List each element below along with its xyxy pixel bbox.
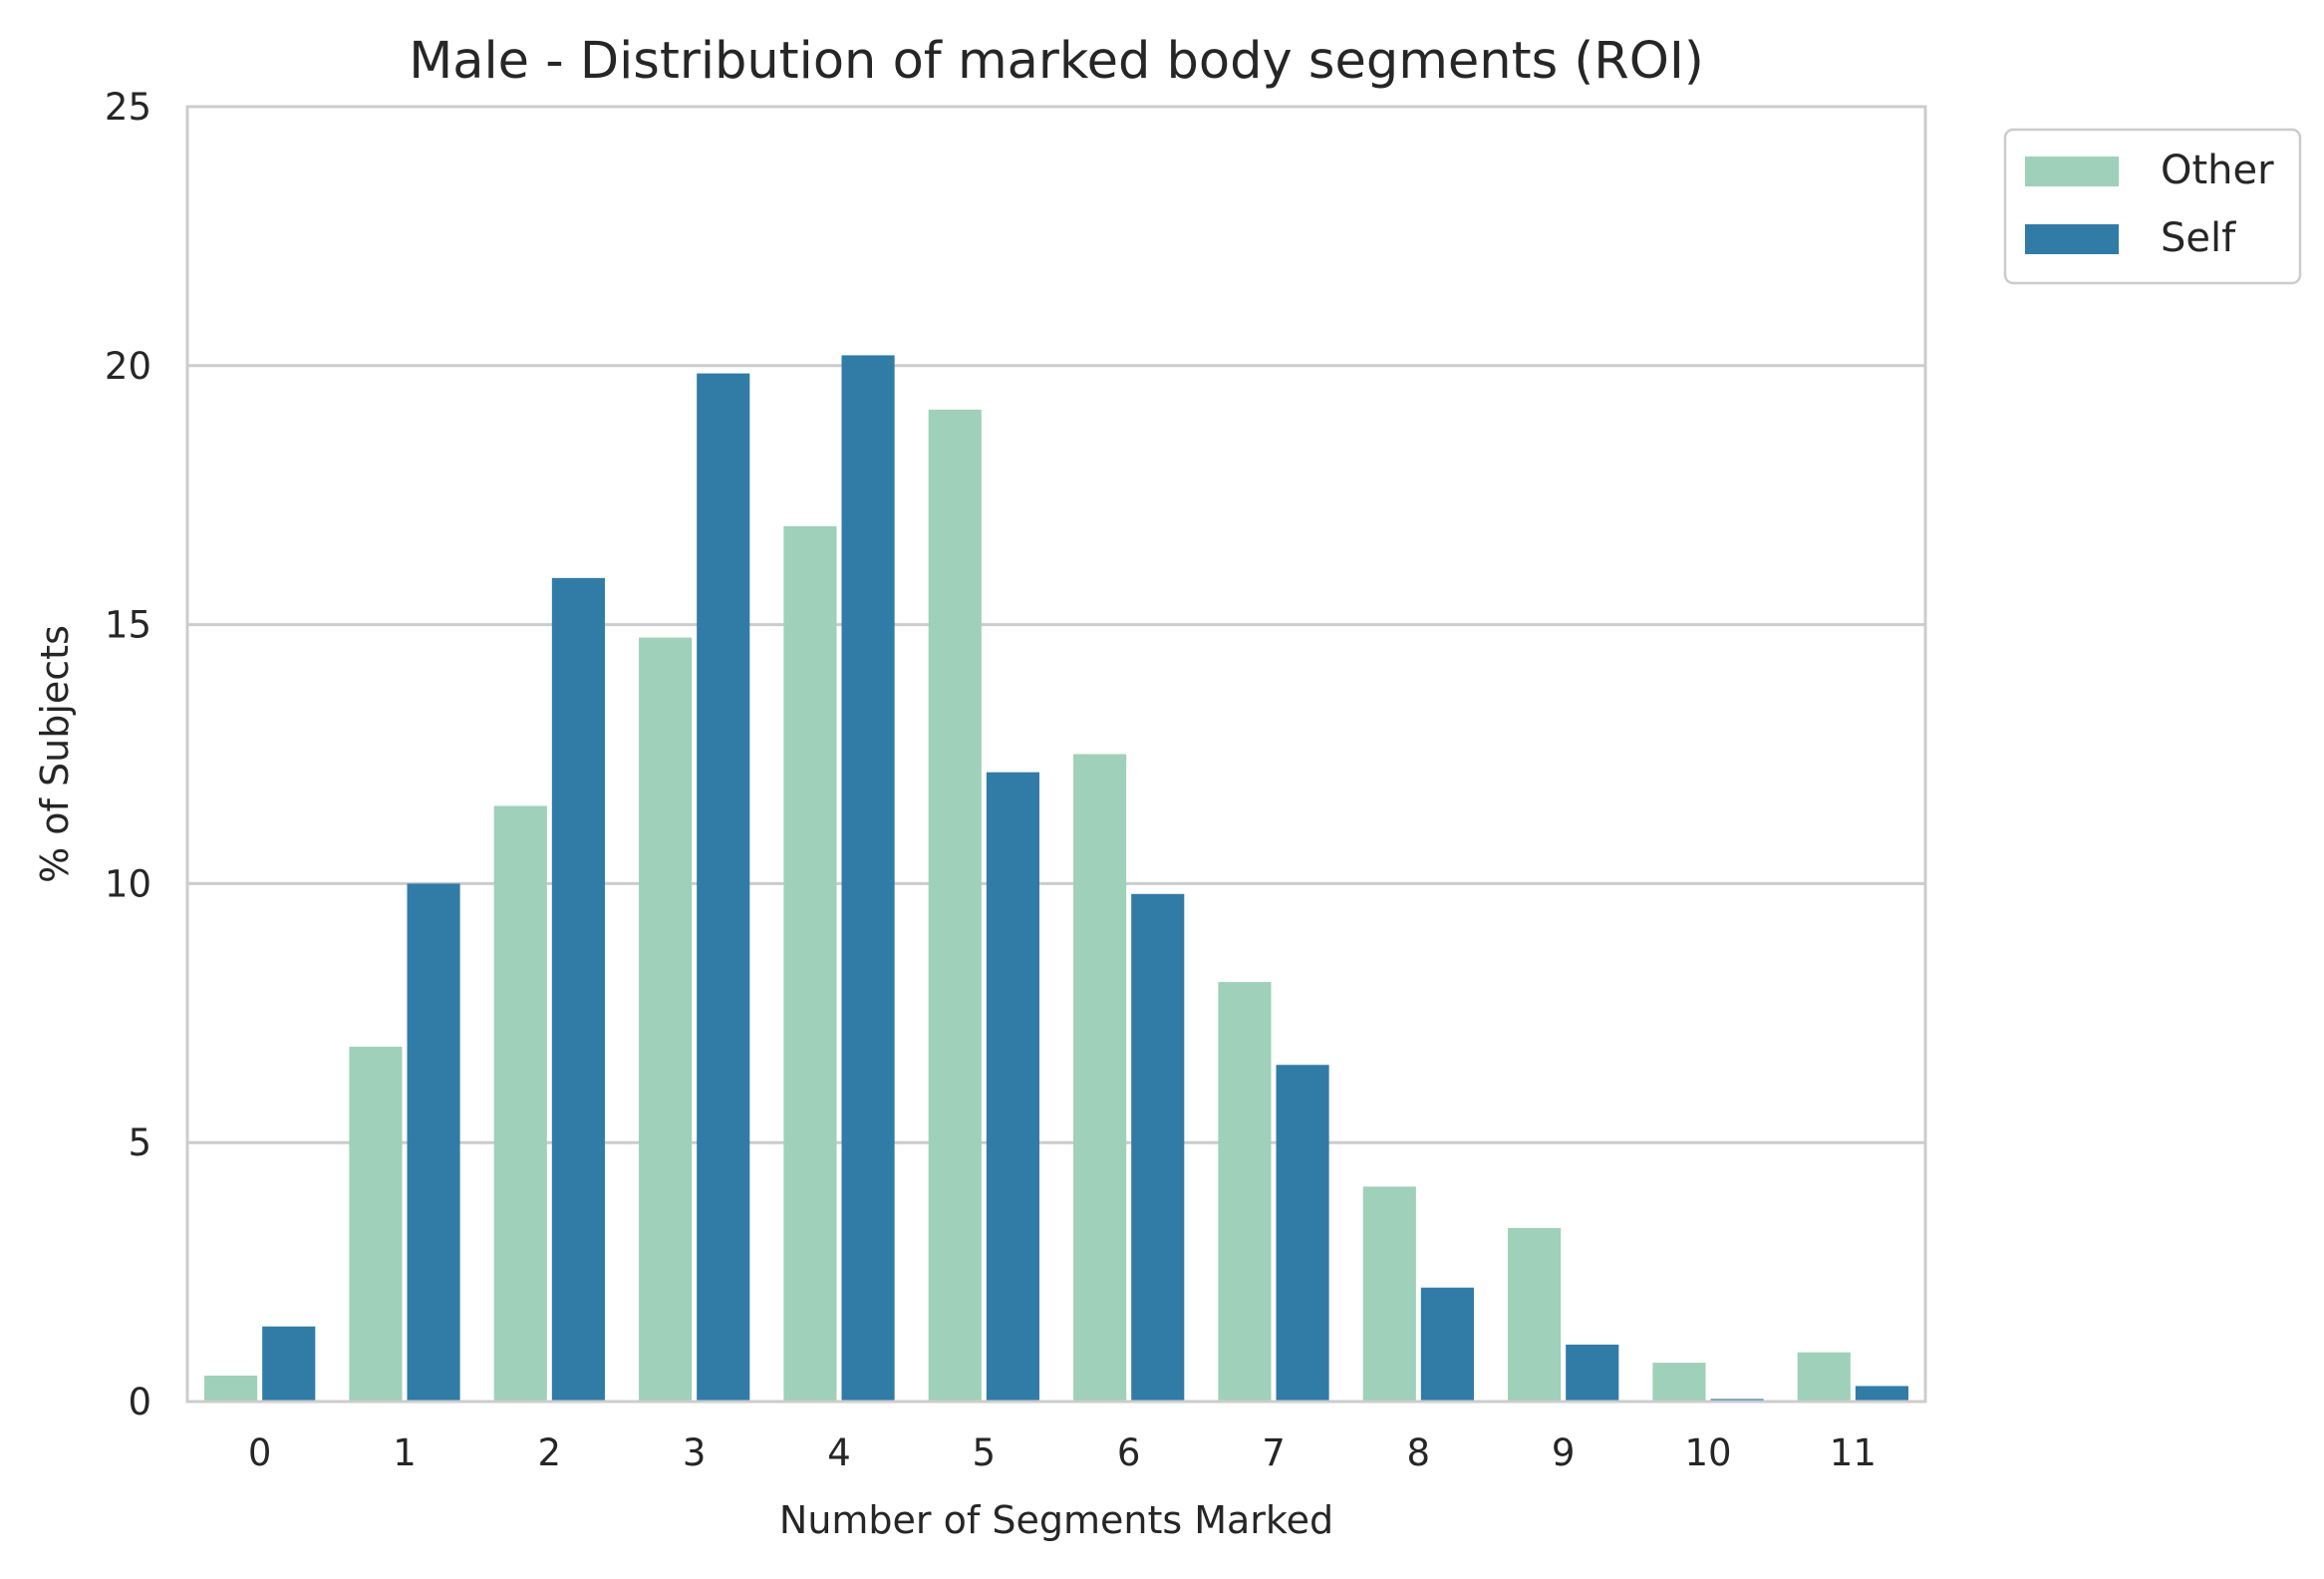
bar-other-6 (1073, 754, 1127, 1402)
x-tick-label-11: 11 (1830, 1431, 1877, 1474)
y-tick-label-0: 0 (128, 1381, 151, 1423)
bar-self-1 (407, 883, 460, 1402)
bar-self-4 (841, 355, 895, 1403)
bar-other-9 (1508, 1227, 1562, 1402)
chart-title: Male - Distribution of marked body segme… (409, 32, 1704, 91)
bar-other-5 (928, 409, 982, 1402)
bar-other-3 (639, 637, 693, 1402)
x-tick-label-1: 1 (393, 1431, 417, 1474)
bar-other-0 (204, 1376, 258, 1402)
bar-self-11 (1855, 1386, 1908, 1402)
x-tick-label-7: 7 (1262, 1431, 1286, 1474)
bar-self-8 (1420, 1287, 1474, 1402)
plot-frame (185, 105, 1927, 1404)
bar-self-3 (697, 373, 750, 1402)
bar-self-7 (1276, 1065, 1329, 1402)
legend-swatch-other (2025, 157, 2119, 186)
x-tick-label-8: 8 (1407, 1431, 1431, 1474)
bar-other-1 (349, 1047, 403, 1402)
y-axis-label: % of Subjects (33, 625, 77, 883)
legend-label-other: Other (2161, 148, 2274, 193)
x-tick-label-10: 10 (1684, 1431, 1731, 1474)
legend-label-self: Self (2161, 215, 2236, 261)
bar-self-6 (1131, 893, 1185, 1402)
bar-other-2 (493, 805, 547, 1402)
y-tick-label-10: 10 (105, 862, 151, 905)
y-tick-label-25: 25 (105, 86, 151, 129)
x-tick-labels: 0 1 2 3 4 5 6 7 8 9 10 11 (248, 1431, 1877, 1474)
x-tick-label-6: 6 (1117, 1431, 1141, 1474)
bar-other-8 (1362, 1186, 1416, 1402)
x-tick-label-5: 5 (973, 1431, 997, 1474)
x-tick-label-4: 4 (827, 1431, 851, 1474)
x-tick-label-3: 3 (683, 1431, 707, 1474)
bar-other-7 (1218, 982, 1272, 1402)
x-tick-label-2: 2 (538, 1431, 562, 1474)
y-tick-label-15: 15 (105, 604, 151, 647)
x-tick-label-0: 0 (248, 1431, 272, 1474)
bar-other-11 (1797, 1352, 1851, 1402)
bars (204, 355, 1908, 1403)
y-tick-label-20: 20 (105, 345, 151, 388)
y-tick-label-5: 5 (128, 1121, 151, 1164)
legend: Other Self (2003, 128, 2302, 285)
bar-self-2 (551, 577, 605, 1402)
bar-other-10 (1652, 1363, 1706, 1402)
legend-swatch-self (2025, 224, 2119, 254)
bar-self-0 (262, 1326, 316, 1402)
x-axis-label: Number of Segments Marked (779, 1498, 1333, 1542)
bar-self-5 (986, 772, 1039, 1402)
x-tick-label-9: 9 (1552, 1431, 1576, 1474)
bar-self-9 (1566, 1344, 1619, 1402)
bar-other-4 (783, 525, 837, 1402)
y-tick-labels: 0 5 10 15 20 25 (105, 86, 151, 1423)
